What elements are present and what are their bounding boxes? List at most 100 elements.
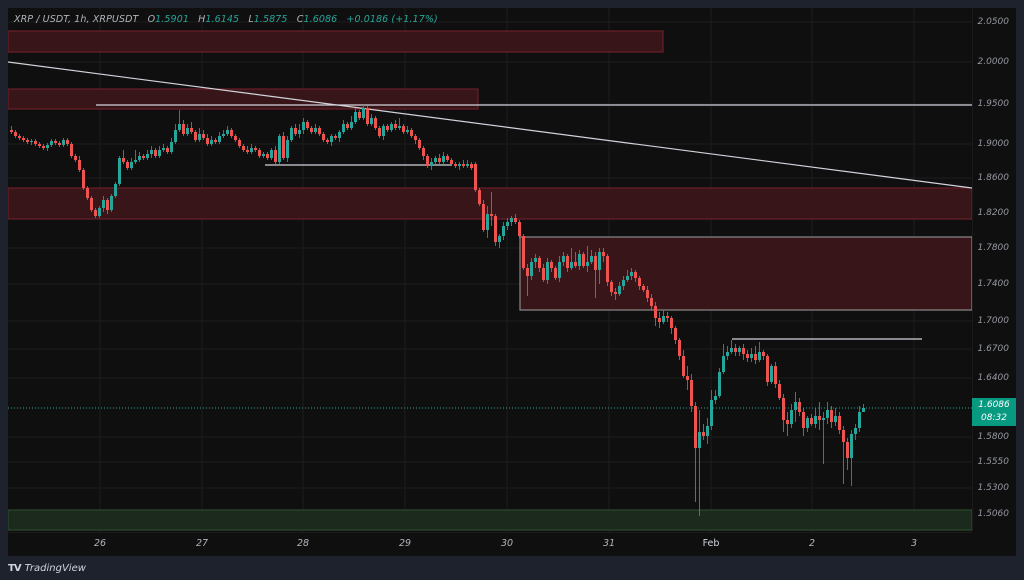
price-axis[interactable]: 2.0500 2.0000 1.9500 1.9000 1.8600 1.8200 1.78… [972,8,1017,532]
candle-body [546,262,549,280]
candle-up [98,206,101,218]
candle-body [106,200,109,210]
candle-down [202,130,205,140]
candle-body [858,412,861,428]
candle-body [482,204,485,230]
candle-down [106,198,109,214]
candle-body [426,156,429,166]
candle-up [586,246,589,272]
candle-body [54,141,57,143]
candle-body [842,430,845,442]
time-tick-label: 3 [910,538,918,549]
time-tick-label: 30 [500,538,514,549]
candle-down [678,338,681,360]
candle-body [226,130,229,134]
candle-body [690,380,693,406]
time-axis[interactable]: 26 27 28 29 30 31 Feb 2 3 [8,532,972,557]
candle-down [386,124,389,132]
price-tick-label: 2.0000 [977,57,1010,67]
candle-down [242,144,245,152]
candle-body [454,164,457,166]
candle-body [806,418,809,428]
candle-down [402,124,405,134]
candle-body [586,262,589,266]
price-tick-label: 1.6700 [977,344,1010,354]
last-price-value: 1.6086 [978,400,1010,410]
candle-body [218,136,221,142]
candle-up [146,150,149,160]
candle-down [470,162,473,170]
candle-up [62,138,65,147]
candle-body [770,366,773,382]
candle-body [738,348,741,352]
candle-body [58,143,61,145]
candle-body [202,134,205,138]
candle-body [138,156,141,160]
candle-down [410,128,413,138]
candle-body [814,416,817,424]
candle-body [754,354,757,360]
change-value: +0.0186 (+1.17%) [346,14,438,25]
candle-down [374,116,377,130]
candle-body [394,124,397,128]
candle-body [686,376,689,380]
candle-down [830,406,833,428]
candle-up [714,390,717,404]
tradingview-branding[interactable]: TV TradingView [8,560,86,576]
resistance-zone-2.04[interactable] [8,30,664,53]
descending-trendline[interactable] [8,61,972,189]
resistance-zone-1.96[interactable] [8,88,479,110]
candle-body [118,158,121,184]
candle-down [10,126,13,134]
chart-plot-area[interactable] [8,8,972,532]
candle-up [806,416,809,432]
candle-up [130,158,133,170]
candle-body [558,262,561,278]
symbol-legend[interactable]: XRP / USDT, 1h, XRPUSDT O1.5901 H1.6145 … [14,14,438,25]
candle-up [30,139,33,145]
candle-down [518,220,521,238]
candle-body [102,200,105,208]
resistance-zone-1.83[interactable] [8,187,972,220]
candle-body [486,214,489,230]
support-zone-1.50[interactable] [8,509,972,531]
candle-up [626,270,629,282]
candle-body [734,348,737,352]
candle-up [466,160,469,168]
candle-up [750,348,753,362]
candle-up [290,126,293,142]
candle-body [666,316,669,318]
candle-body [818,416,821,420]
candle-body [582,254,585,266]
candle-up [50,139,53,147]
candle-body [254,148,257,150]
candle-up [546,258,549,284]
candle-body [330,136,333,142]
candle-down [394,120,397,130]
candle-body [190,128,193,132]
candle-down [414,134,417,144]
candle-down [306,120,309,130]
candle-down [686,366,689,390]
candle-body [798,402,801,412]
candle-down [90,196,93,212]
candle-body [382,126,385,136]
candle-down [234,134,237,142]
candle-down [446,154,449,162]
candlestick-chart[interactable] [8,8,972,532]
candle-body [750,354,753,358]
price-tick-label: 1.5550 [977,457,1010,467]
candle-body [730,348,733,352]
drawing-lines [8,61,972,340]
candle-down [490,192,493,226]
candle-down [838,412,841,434]
candle-down [658,312,661,328]
candle-down [702,424,705,440]
price-tick-label: 1.5060 [977,509,1010,519]
candle-down [254,146,257,152]
candle-down [762,350,765,360]
candle-body [294,128,297,134]
candle-body [702,432,705,436]
candle-up [198,128,201,142]
candle-down [266,152,269,160]
